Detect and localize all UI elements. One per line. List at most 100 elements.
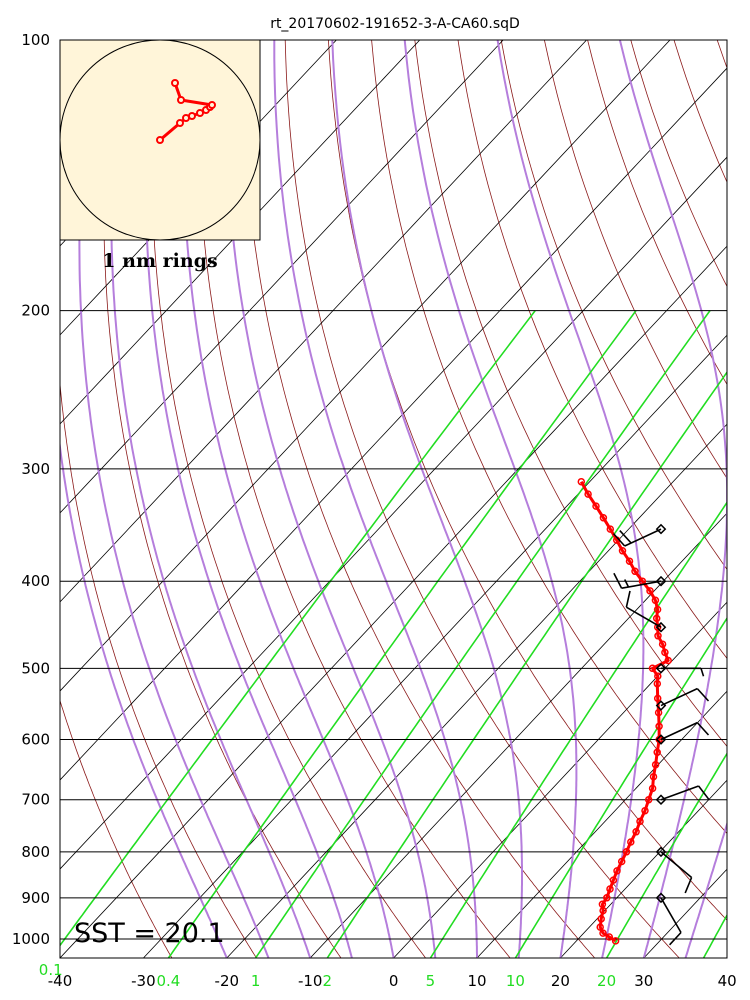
temperature-point [627, 838, 635, 846]
temperature-point [577, 477, 586, 486]
dry-adiabat-line [500, 40, 727, 571]
temperature-point [606, 885, 614, 893]
isotherm-line [60, 67, 727, 781]
pressure-tick-label: 300 [21, 460, 50, 478]
temperature-tick-label: 30 [634, 972, 653, 990]
hodograph-point [177, 96, 185, 104]
isotherm-line [60, 40, 421, 425]
chart-title: rt_20170602-191652-3-A-CA60.sqD [270, 16, 520, 32]
moist-adiabat-line [618, 40, 727, 958]
mixing-ratio-line [60, 310, 536, 947]
plot-area [0, 40, 727, 958]
wind-barb-station [655, 575, 667, 587]
mixing-ratio-label: 0.1 [39, 961, 63, 979]
pressure-tick-label: 100 [21, 31, 50, 49]
temperature-point [636, 817, 644, 826]
dry-adiabat-line [197, 40, 511, 958]
temperature-point [653, 605, 662, 614]
temperature-point [649, 772, 658, 781]
moist-adiabat-line [224, 40, 437, 958]
temperature-tick-label: -20 [215, 972, 240, 990]
wind-barb-flag [669, 931, 682, 946]
isobars [60, 40, 727, 940]
mixing-ratio-label: 20 [597, 972, 616, 990]
temperature-point [603, 894, 611, 902]
mixing-ratio-line [605, 752, 727, 958]
isotherm-line [309, 512, 727, 958]
temperature-point [648, 664, 657, 673]
temperature-point [606, 525, 615, 533]
isotherm-line [560, 779, 727, 958]
pressure-tick-label: 900 [21, 889, 50, 907]
temperature-point [592, 502, 600, 510]
temperature-profile [577, 477, 672, 945]
pressure-tick-label: 1000 [12, 930, 50, 948]
moist-adiabat-line [144, 40, 353, 958]
temperature-point [596, 923, 604, 931]
temperature-point [599, 929, 607, 937]
dry-adiabat-line [60, 40, 257, 958]
isotherm-line [0, 40, 3, 958]
temperature-point [655, 722, 663, 731]
temperature-point [597, 915, 605, 923]
pressure-tick-label: 600 [21, 731, 50, 749]
pressure-axis-labels: 100 200 300 400 500 600 700 800 900 1000 [12, 31, 50, 948]
temperature-point [641, 806, 649, 815]
isotherm-line [60, 40, 671, 692]
temperature-point [644, 795, 653, 804]
dry-adiabat-line [371, 40, 727, 834]
isotherm-line [60, 40, 587, 603]
wind-barb [612, 523, 667, 547]
temperature-tick-label: 40 [718, 972, 737, 990]
mixing-ratio-label: 5 [426, 972, 436, 990]
wind-barb [625, 590, 667, 633]
mixing-ratio-line [429, 501, 727, 958]
wind-barb-staff [660, 897, 682, 933]
wind-barb [613, 572, 667, 589]
moist-adiabat-line [182, 40, 395, 958]
temperature-point [654, 632, 662, 640]
mixing-ratio-label: 10 [506, 972, 525, 990]
wind-barb-station [655, 734, 667, 745]
temperature-point [632, 828, 640, 836]
dry-adiabat-line [241, 40, 596, 958]
temperature-point [654, 708, 663, 717]
isotherm-line [226, 423, 727, 958]
wind-barb-station [655, 523, 667, 535]
temperature-tick-label: 10 [467, 972, 486, 990]
isotherm-line [476, 690, 727, 958]
temperature-point [651, 760, 660, 769]
temperature-point [584, 490, 592, 498]
hodograph-trace [156, 79, 216, 144]
temperature-point [664, 656, 672, 665]
dry-adiabat-line [328, 40, 727, 921]
mixing-ratio-label: 0.4 [156, 972, 180, 990]
mixing-ratio-line [514, 616, 727, 958]
temperature-tick-label: -30 [131, 972, 156, 990]
hodograph-inset [59, 39, 261, 241]
temperature-point [653, 748, 661, 757]
temperature-point [609, 876, 618, 884]
wind-barb-flag [696, 688, 710, 702]
dry-adiabat-line [544, 40, 727, 480]
wind-barb-flag [697, 785, 710, 800]
temperature-point [651, 596, 660, 605]
moist-adiabat-line [496, 40, 645, 958]
wind-barb-staff [660, 721, 698, 741]
pressure-tick-label: 200 [21, 302, 50, 320]
isotherm-line [60, 40, 504, 514]
temperature-point [653, 694, 662, 703]
temperature-point [613, 867, 621, 875]
sst-label: SST = 20.1 [74, 918, 225, 949]
wind-barb-staff [625, 606, 662, 628]
temperature-point [618, 547, 627, 555]
mixing-ratio-line [167, 310, 637, 958]
temperature-point [648, 784, 657, 793]
temperature-point [646, 587, 654, 595]
wind-barb-flag [625, 590, 631, 608]
temperature-point [661, 648, 669, 657]
isotherm-line [60, 156, 727, 870]
dry-adiabat-line [630, 40, 727, 288]
wind-barb-station [655, 700, 667, 711]
pressure-tick-label: 700 [21, 791, 50, 809]
